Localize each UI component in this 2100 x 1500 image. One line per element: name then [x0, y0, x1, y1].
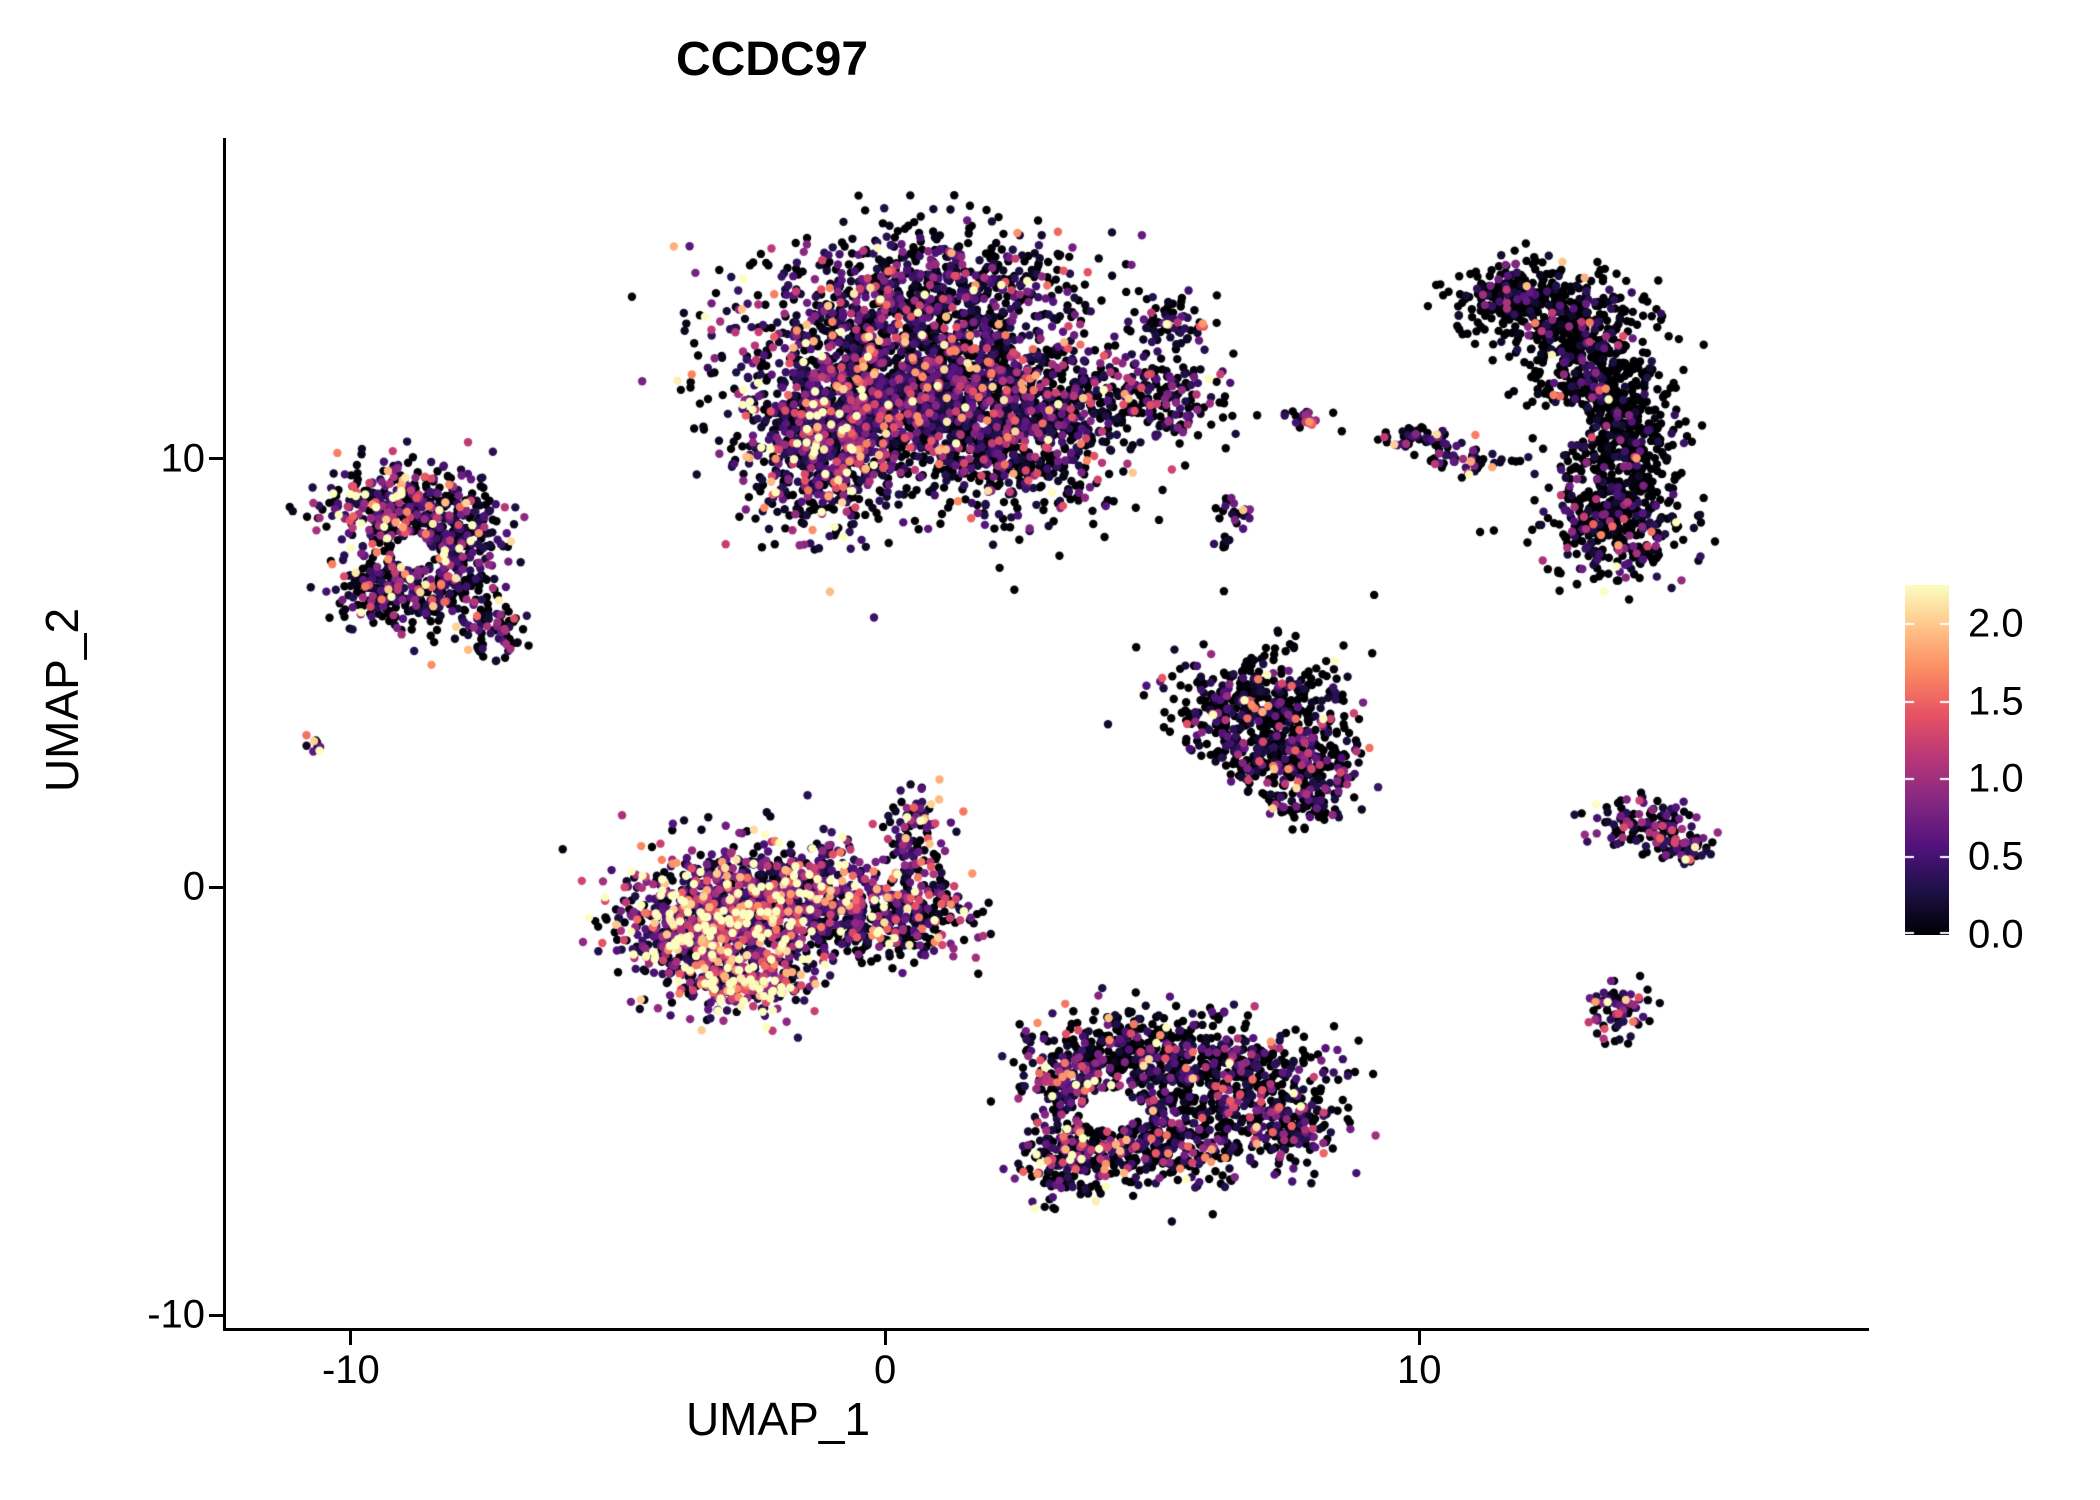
colorbar-tick-label: 1.0: [1968, 756, 2024, 801]
plot-title: CCDC97: [675, 33, 869, 86]
x-axis-tick-label: 10: [1397, 1348, 1442, 1392]
y-axis-tick-label: 10: [160, 436, 206, 481]
colorbar-tick-label: 0.0: [1968, 912, 2024, 957]
x-axis-line: [223, 1328, 1869, 1331]
y-axis-tick-mark: [209, 457, 223, 461]
colorbar-gradient: [1905, 585, 1949, 935]
x-axis-tick-mark: [349, 1331, 353, 1345]
x-axis-tick-mark: [883, 1331, 887, 1345]
x-axis-tick-mark: [1417, 1331, 1421, 1345]
colorbar-tick-label: 0.5: [1968, 834, 2024, 879]
y-axis-tick-mark: [209, 885, 223, 889]
y-axis-title: UMAP_2: [36, 607, 88, 793]
scatter-plot-canvas: [228, 140, 1868, 1328]
y-axis-tick-label: 0: [182, 864, 205, 909]
colorbar-tick-label: 1.5: [1968, 679, 2024, 724]
y-axis-tick-mark: [209, 1313, 223, 1317]
x-axis-title: UMAP_1: [685, 1393, 871, 1445]
y-axis-tick-label: -10: [147, 1292, 205, 1337]
y-axis-line: [223, 138, 226, 1331]
x-axis-tick-label: -10: [321, 1348, 380, 1392]
colorbar-tick-label: 2.0: [1968, 601, 2024, 646]
x-axis-tick-label: 0: [873, 1348, 897, 1392]
